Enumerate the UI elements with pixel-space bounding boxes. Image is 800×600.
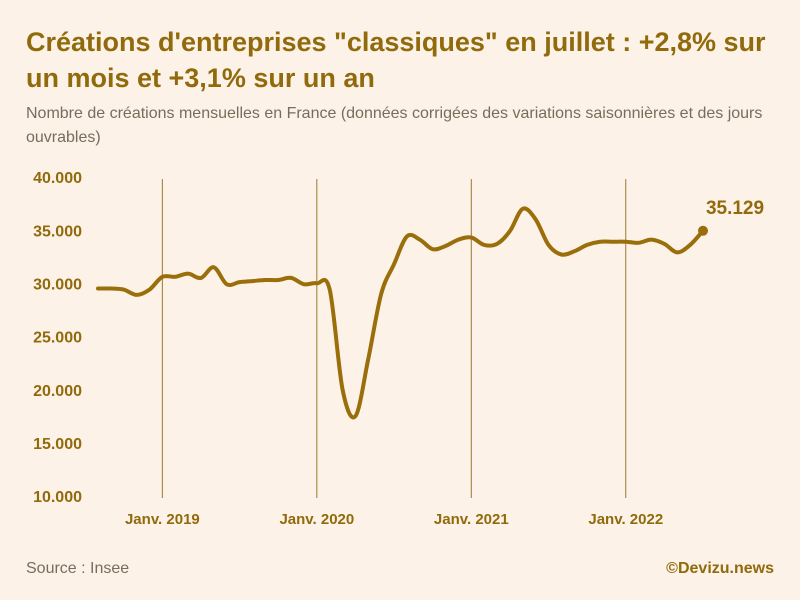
data-label: 35.129 xyxy=(706,198,764,219)
y-tick-label: 15.000 xyxy=(33,436,82,453)
x-tick-label: Janv. 2021 xyxy=(434,511,509,528)
source: Source : Insee xyxy=(26,560,130,577)
x-tick-label: Janv. 2020 xyxy=(279,511,354,528)
y-tick-label: 20.000 xyxy=(33,383,82,400)
y-tick-label: 35.000 xyxy=(33,223,82,240)
chart-title: Créations d'entreprises "classiques" en … xyxy=(26,27,766,93)
y-tick-label: 25.000 xyxy=(33,330,82,347)
y-tick-label: 40.000 xyxy=(33,170,82,187)
x-tick-label: Janv. 2019 xyxy=(125,511,200,528)
x-tick-label: Janv. 2022 xyxy=(588,511,663,528)
y-tick-label: 10.000 xyxy=(33,489,82,506)
line xyxy=(96,206,705,420)
chart-subtitle: Nombre de créations mensuelles en France… xyxy=(26,105,763,146)
y-tick-label: 30.000 xyxy=(33,277,82,294)
end-point xyxy=(698,225,708,236)
credit: ©Devizu.news xyxy=(666,560,774,577)
